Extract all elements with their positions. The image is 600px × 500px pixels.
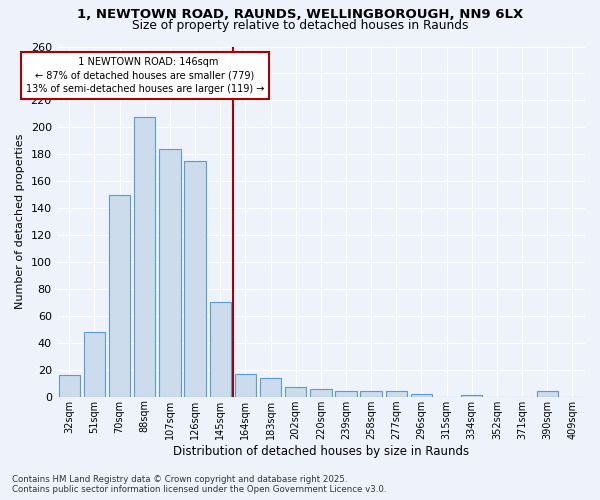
Bar	[109, 194, 130, 396]
Bar	[84, 332, 105, 396]
Bar	[361, 392, 382, 396]
X-axis label: Distribution of detached houses by size in Raunds: Distribution of detached houses by size …	[173, 444, 469, 458]
Bar	[536, 392, 558, 396]
Bar	[159, 149, 181, 396]
Text: Contains HM Land Registry data © Crown copyright and database right 2025.
Contai: Contains HM Land Registry data © Crown c…	[12, 474, 386, 494]
Bar	[134, 116, 155, 396]
Bar	[386, 392, 407, 396]
Bar	[285, 387, 307, 396]
Text: 1, NEWTOWN ROAD, RAUNDS, WELLINGBOROUGH, NN9 6LX: 1, NEWTOWN ROAD, RAUNDS, WELLINGBOROUGH,…	[77, 8, 523, 20]
Bar	[310, 388, 332, 396]
Bar	[235, 374, 256, 396]
Bar	[209, 302, 231, 396]
Bar	[335, 392, 356, 396]
Text: Size of property relative to detached houses in Raunds: Size of property relative to detached ho…	[132, 18, 468, 32]
Text: 1 NEWTOWN ROAD: 146sqm
← 87% of detached houses are smaller (779)
13% of semi-de: 1 NEWTOWN ROAD: 146sqm ← 87% of detached…	[26, 58, 264, 94]
Bar	[59, 375, 80, 396]
Bar	[411, 394, 432, 396]
Y-axis label: Number of detached properties: Number of detached properties	[15, 134, 25, 310]
Bar	[184, 161, 206, 396]
Bar	[260, 378, 281, 396]
